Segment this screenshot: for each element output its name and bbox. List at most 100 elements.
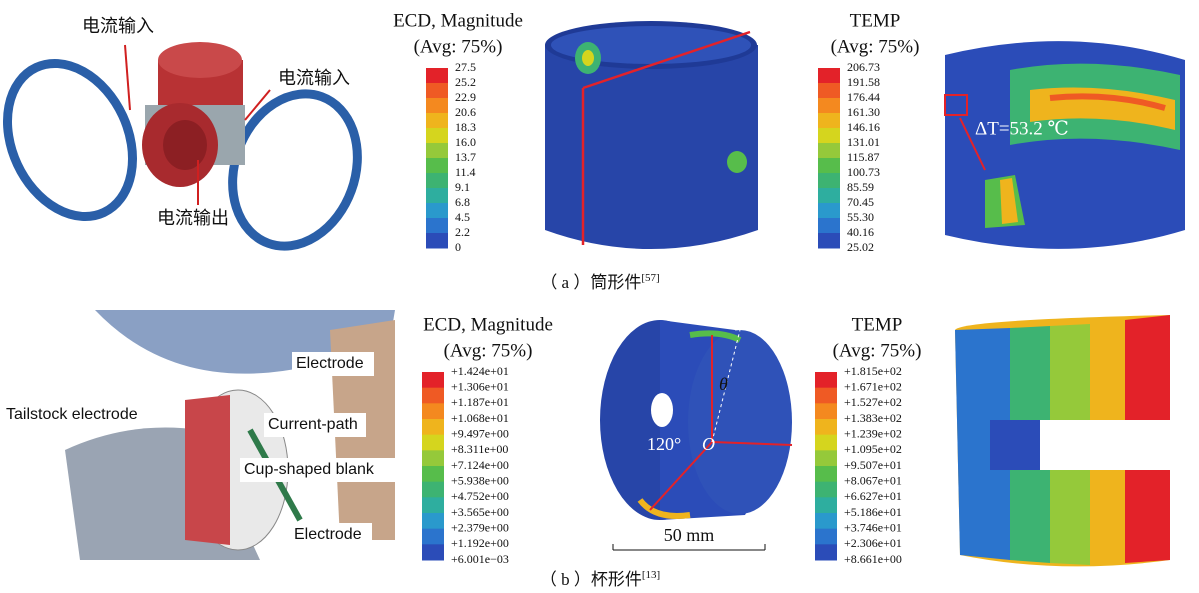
legend-subtitle: (Avg: 75%) [833,340,922,361]
geometry-label: 120° [647,434,681,454]
colorbar-block [818,158,840,174]
label: Tailstock electrode [6,406,138,423]
colorbar-label: 13.7 [455,150,476,164]
colorbar-block [815,435,837,451]
colorbar-label: +5.186e+01 [844,505,902,519]
colorbar-label: +7.124e+00 [451,458,509,472]
colorbar-block [422,482,444,498]
colorbar-block [426,233,448,249]
colorbar-block [815,466,837,482]
figure: 电流输入 电流输入 电流输出 ΔT=53.2 ℃ （ a ）筒形件[57] El… [0,0,1199,593]
colorbar-block [426,128,448,144]
colorbar-block [422,529,444,545]
colorbar-block [818,218,840,234]
colorbar-block [815,419,837,435]
colorbar-block [426,188,448,204]
colorbar-label: +6.001e−03 [451,552,509,566]
colorbar-label: 161.30 [847,105,880,119]
colorbar-label: 4.5 [455,210,470,224]
legend-title: TEMP [850,10,901,31]
colorbar-label: +1.068e+01 [451,411,509,425]
colorbar-label: 18.3 [455,120,476,134]
reference: [57] [641,272,659,284]
colorbar-label: 25.2 [455,75,476,89]
colorbar-label: +8.067e+01 [844,473,902,487]
colorbar-label: 25.02 [847,240,874,254]
colorbar-block [815,403,837,419]
colorbar-label: +3.746e+01 [844,520,902,534]
colorbar-block [426,173,448,189]
legend-subtitle: (Avg: 75%) [831,36,920,57]
colorbar-label: +8.311e+00 [451,442,508,456]
colorbar-block [818,188,840,204]
colorbar-block [818,173,840,189]
colorbar-label: +1.527e+02 [844,395,902,409]
cup-ecd-image [600,320,792,550]
colorbar-label: +2.306e+01 [844,536,902,550]
colorbar-block [426,68,448,84]
colorbar-label: 85.59 [847,180,874,194]
colorbar-block [815,450,837,466]
geometry-label: O [702,434,715,454]
colorbar-block [422,544,444,560]
colorbar-block [422,388,444,404]
reference: [13] [642,569,660,581]
colorbar-label: +3.565e+00 [451,505,509,519]
label: Current-path [268,416,358,433]
colorbar-label: 131.01 [847,135,880,149]
colorbar-label: +1.383e+02 [844,411,902,425]
colorbar-block [818,233,840,249]
colorbar-block [422,513,444,529]
colorbar-label: 191.58 [847,75,880,89]
colorbar-block [426,98,448,114]
colorbar-label: 55.30 [847,210,874,224]
cylinder-ecd-image [545,21,758,249]
caption-text: （ b ）杯形件 [540,570,642,589]
colorbar-label: +1.424e+01 [451,364,509,378]
temperature-shell-image [945,41,1185,249]
colorbar-label: 20.6 [455,105,476,119]
caption: （ b ）杯形件[13] [540,569,660,589]
colorbar-label: +1.306e+01 [451,379,509,393]
colorbar-block [818,143,840,159]
colorbar-block [815,513,837,529]
colorbar-label: +5.938e+00 [451,473,509,487]
scale-bar-label: 50 mm [664,525,715,545]
caption: （ a ）筒形件[57] [540,272,659,292]
colorbar-block [422,403,444,419]
colorbar-label: +1.815e+02 [844,364,902,378]
colorbar-block [422,497,444,513]
colorbar-label: +9.497e+00 [451,426,509,440]
colorbar-label: 9.1 [455,180,470,194]
colorbar-label: +9.507e+01 [844,458,902,472]
colorbar-label: 176.44 [847,90,880,104]
legend-title: ECD, Magnitude [423,314,553,335]
colorbar-block [422,450,444,466]
colorbar-label: 40.16 [847,225,874,239]
caption-text: （ a ）筒形件 [540,273,641,292]
colorbar-label: +8.661e+00 [844,552,902,566]
label: Cup-shaped blank [244,461,375,478]
colorbar-label: 115.87 [847,150,880,164]
colorbar-block [815,482,837,498]
legend-title: ECD, Magnitude [393,10,523,31]
colorbar-block [815,544,837,560]
colorbar-block [818,83,840,99]
legend-title: TEMP [852,314,903,335]
colorbar-label: 11.4 [455,165,476,179]
colorbar-block [426,143,448,159]
colorbar-label: +1.671e+02 [844,379,902,393]
colorbar-label: +1.187e+01 [451,395,509,409]
label: 电流输入 [82,16,154,36]
label: 电流输入 [278,68,350,88]
colorbar-label: +1.095e+02 [844,442,902,456]
colorbar-label: 70.45 [847,195,874,209]
colorbar-label: 6.8 [455,195,470,209]
colorbar-label: 0 [455,240,461,254]
colorbar-label: 100.73 [847,165,880,179]
colorbar-block [426,203,448,219]
geometry-label: θ [719,374,728,394]
legend-subtitle: (Avg: 75%) [444,340,533,361]
label: Electrode [294,526,362,543]
colorbar-label: 16.0 [455,135,476,149]
